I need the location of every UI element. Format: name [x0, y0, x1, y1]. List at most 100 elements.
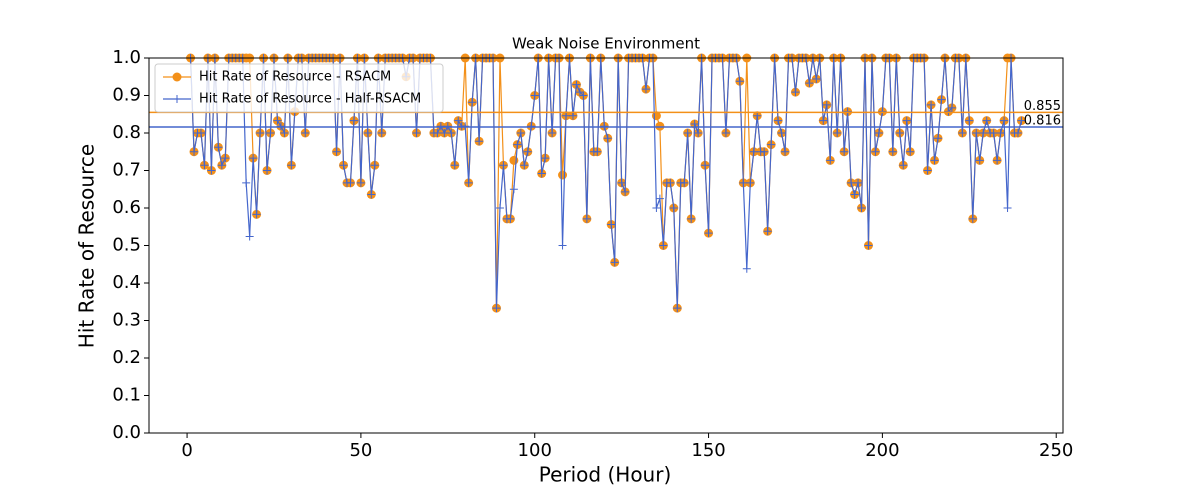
point — [558, 170, 568, 180]
legend-label: Hit Rate of Resource - RSACM — [199, 70, 391, 85]
point — [673, 304, 682, 313]
point — [249, 154, 258, 163]
point — [746, 178, 755, 187]
point — [930, 156, 939, 165]
point — [256, 129, 265, 137]
point — [454, 116, 463, 125]
point — [252, 210, 261, 219]
point — [906, 147, 915, 156]
point — [475, 137, 484, 146]
point — [996, 129, 1005, 137]
point — [346, 178, 355, 187]
point — [989, 129, 998, 137]
point — [694, 129, 703, 137]
point — [927, 100, 936, 109]
y-axis-label: Hit Rate of Resource — [75, 144, 99, 348]
point — [607, 220, 616, 229]
point — [735, 77, 744, 86]
point — [888, 147, 897, 156]
point — [506, 214, 515, 223]
point — [781, 147, 790, 156]
point — [263, 166, 272, 175]
point — [603, 134, 612, 143]
point — [760, 147, 769, 156]
point — [332, 147, 341, 156]
point — [655, 194, 664, 203]
point — [993, 156, 1002, 165]
point — [356, 178, 365, 187]
point — [840, 147, 849, 156]
point — [805, 79, 814, 88]
point — [520, 161, 529, 170]
y-tick-label: 0.5 — [112, 235, 141, 256]
point — [513, 140, 522, 149]
point — [579, 91, 588, 100]
point — [822, 100, 831, 109]
point — [214, 143, 223, 152]
point — [819, 116, 828, 125]
point — [370, 161, 379, 170]
point — [833, 129, 842, 137]
point — [412, 129, 421, 137]
point — [273, 116, 282, 125]
point — [641, 85, 650, 94]
point — [190, 147, 199, 156]
point — [968, 214, 977, 223]
point — [280, 129, 289, 137]
point — [610, 258, 619, 267]
plot-frame — [148, 57, 1064, 434]
point — [777, 129, 786, 137]
mean-label: 0.855 — [1024, 99, 1061, 114]
point — [492, 304, 501, 313]
point — [683, 129, 692, 137]
point — [593, 147, 602, 156]
point — [669, 204, 678, 212]
point — [221, 154, 230, 163]
point — [339, 161, 348, 170]
point — [572, 80, 581, 89]
point — [826, 156, 835, 165]
x-tick-label: 150 — [691, 440, 725, 461]
point — [857, 204, 866, 212]
point — [621, 187, 630, 196]
point — [468, 98, 477, 107]
mean-label: 0.816 — [1024, 114, 1061, 129]
point — [287, 161, 296, 170]
point — [575, 88, 584, 97]
point — [749, 147, 758, 156]
y-tick-label: 0.8 — [112, 122, 141, 143]
point — [979, 129, 988, 137]
legend-label: Hit Rate of Resource - Half-RSACM — [199, 92, 421, 107]
point — [1013, 129, 1022, 137]
x-tick-label: 250 — [1039, 440, 1073, 461]
point — [196, 129, 205, 137]
point — [864, 241, 873, 250]
point — [464, 178, 473, 187]
y-tick-label: 0.0 — [112, 422, 141, 443]
point — [847, 178, 856, 187]
point — [558, 241, 567, 250]
point — [1000, 116, 1009, 125]
y-tick-label: 1.0 — [112, 47, 141, 68]
point — [965, 116, 974, 125]
x-tick-label: 50 — [349, 440, 372, 461]
point — [1003, 204, 1012, 212]
point — [245, 232, 254, 241]
point — [763, 227, 772, 236]
point — [349, 116, 358, 125]
point — [363, 129, 372, 137]
y-tick-label: 0.4 — [112, 272, 141, 293]
x-tick-label: 0 — [181, 440, 192, 461]
point — [447, 129, 456, 137]
legend-box — [154, 63, 444, 113]
x-axis-label: Period (Hour) — [539, 463, 672, 486]
chart-title: Weak Noise Environment — [512, 35, 700, 53]
point — [934, 134, 943, 143]
point — [982, 116, 991, 125]
point — [812, 75, 821, 83]
point — [923, 166, 932, 175]
point — [742, 264, 751, 273]
point — [767, 140, 776, 149]
point — [541, 154, 550, 163]
